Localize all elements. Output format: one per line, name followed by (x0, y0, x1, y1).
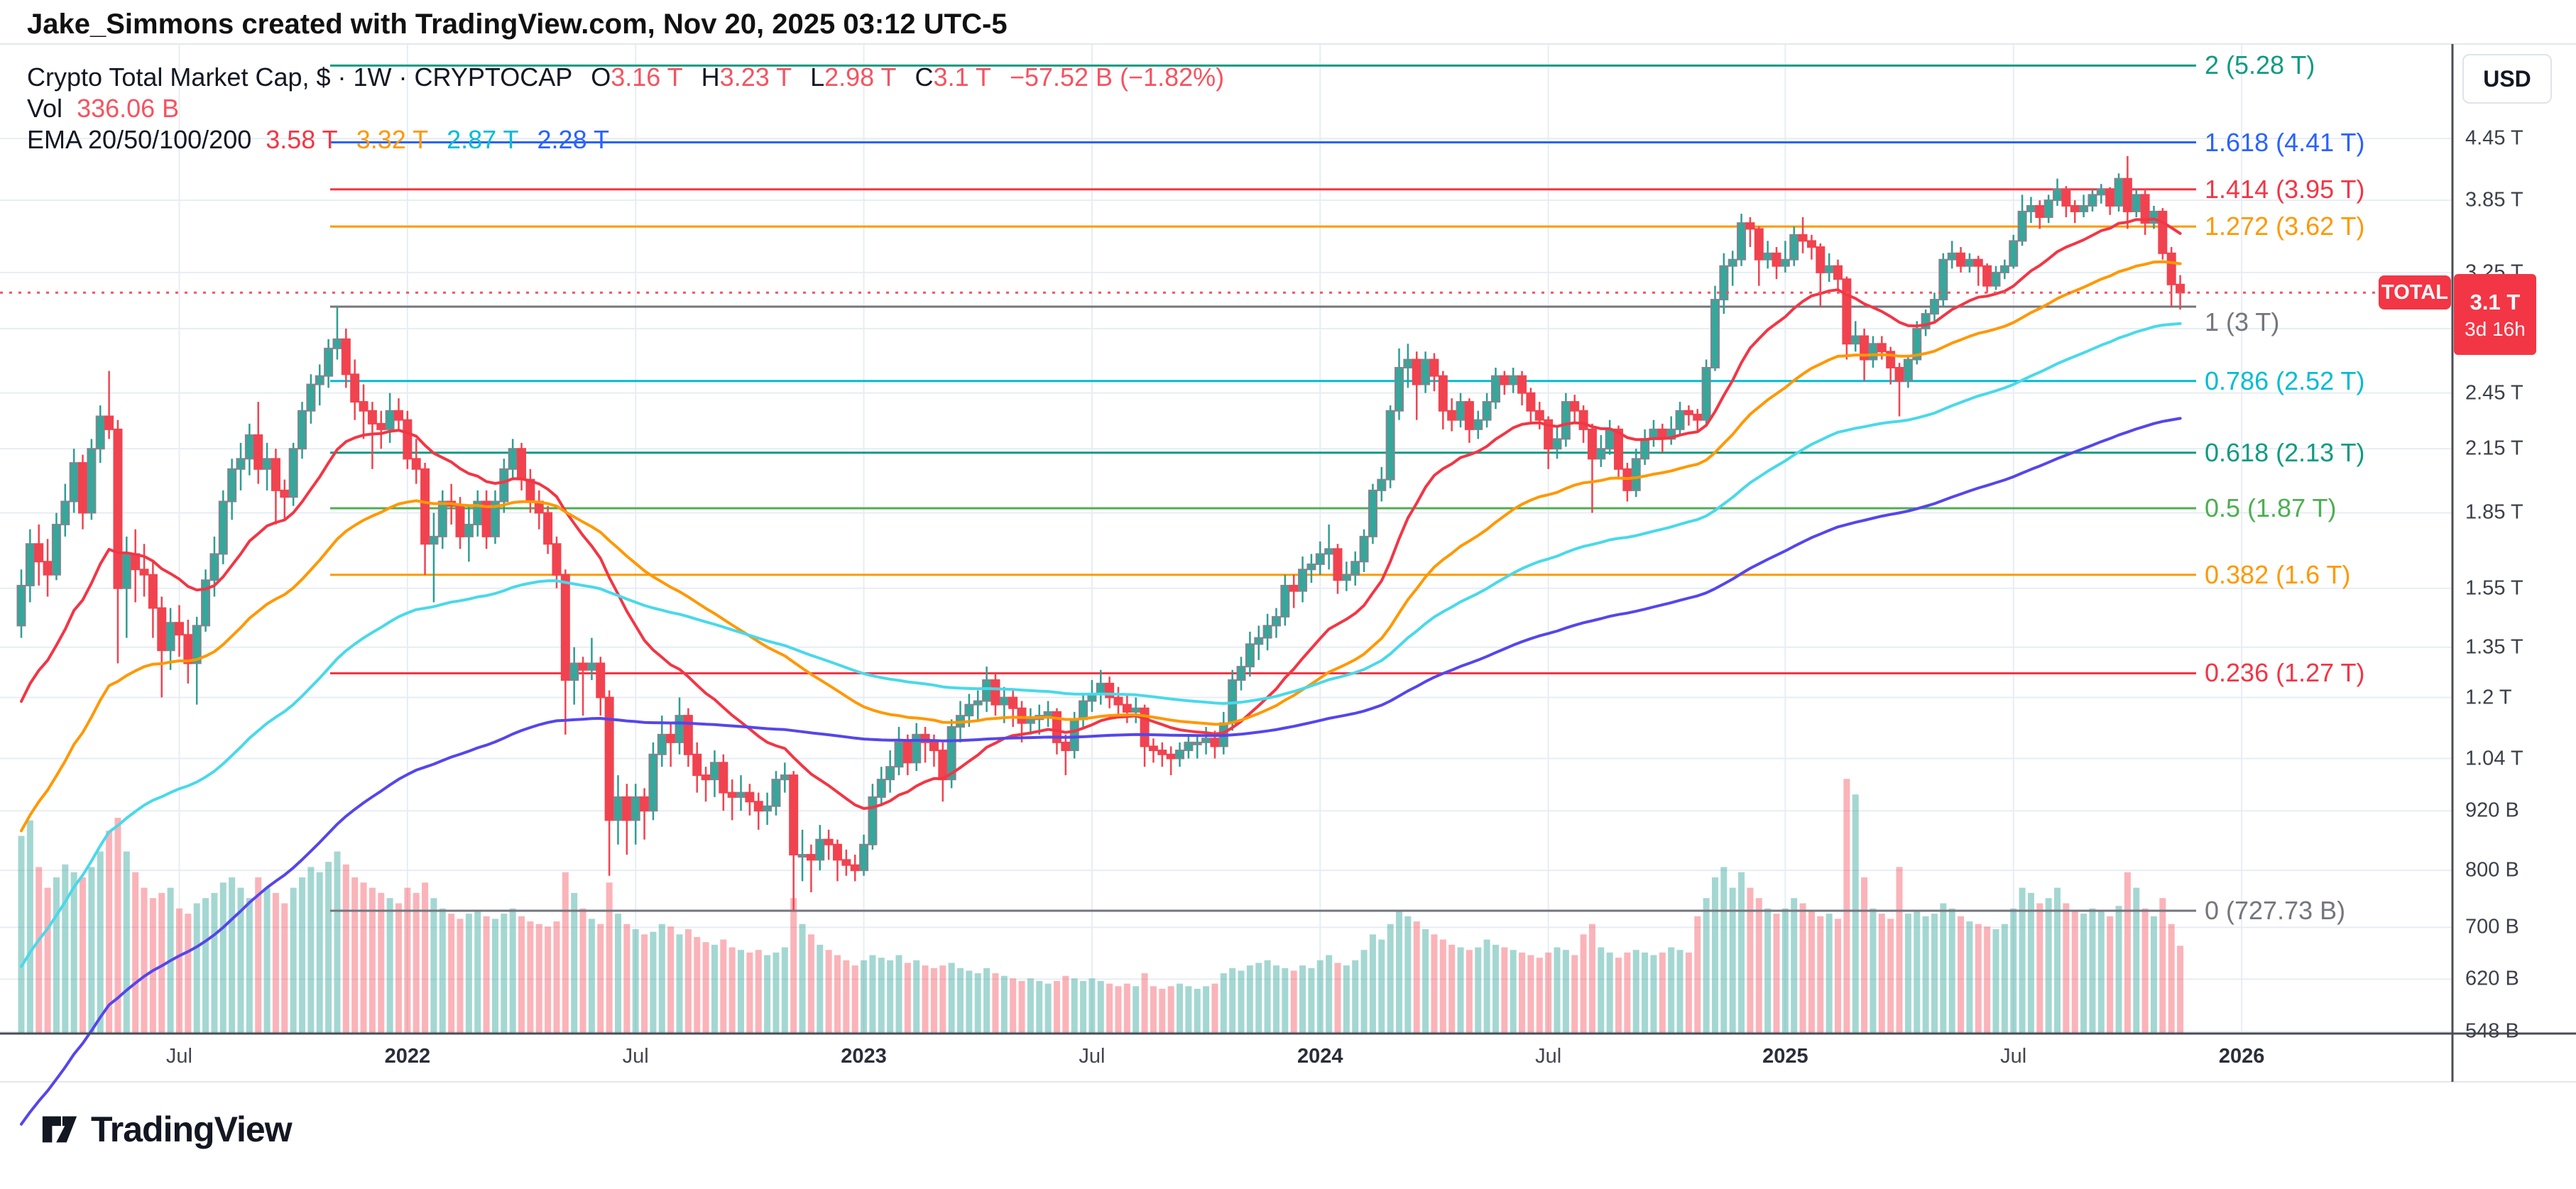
volume-label: Vol (27, 94, 63, 123)
fib-level-label: 0.5 (1.87 T) (2205, 493, 2337, 522)
ema-value: 3.58 T (266, 125, 338, 154)
ema-value: 3.32 T (356, 125, 429, 154)
ohlc-letter: C (915, 62, 934, 92)
ema-label: EMA 20/50/100/200 (27, 125, 252, 154)
fib-level-label: 1 (3 T) (2205, 307, 2280, 336)
last-price-axis-label: 3.1 T 3d 16h (2454, 274, 2536, 355)
axis-separators (0, 44, 2576, 1082)
price-tick-label: 620 B (2465, 967, 2519, 990)
time-tick-label: Jul (1535, 1045, 1562, 1068)
price-tick-label: 4.45 T (2465, 126, 2523, 150)
ohlc-value: 3.1 T (933, 62, 991, 92)
price-tick-label: 1.85 T (2465, 500, 2523, 524)
ema-100-line (20, 322, 2182, 968)
symbol-title[interactable]: Crypto Total Market Cap, $ · 1W · CRYPTO… (27, 62, 573, 92)
fib-level-label: 0.618 (2.13 T) (2205, 437, 2365, 467)
legend-symbol-row[interactable]: Crypto Total Market Cap, $ · 1W · CRYPTO… (27, 62, 1224, 92)
ohlc-letter: L (810, 62, 825, 92)
price-tick-label: 2.15 T (2465, 437, 2523, 460)
time-tick-label: Jul (2000, 1045, 2027, 1068)
legend-volume-row: Vol 336.06 B (27, 94, 179, 124)
fib-level-label: 1.618 (4.41 T) (2205, 127, 2365, 157)
ema-lines (20, 217, 2182, 1126)
fib-level-label: 1.272 (3.62 T) (2205, 212, 2365, 241)
change-value: −57.52 B (−1.82%) (1009, 62, 1225, 92)
price-tick-label: 548 B (2465, 1019, 2519, 1043)
price-tick-label: 1.55 T (2465, 576, 2523, 600)
grid-lines (0, 43, 2576, 1083)
tradingview-logo[interactable]: TradingView (40, 1109, 293, 1150)
fib-level-label: 0.382 (1.6 T) (2205, 559, 2351, 589)
bar-countdown: 3d 16h (2465, 318, 2526, 341)
legend-ema-row: EMA 20/50/100/200 3.58 T 3.32 T 2.87 T 2.28… (27, 125, 628, 155)
price-tick-label: 800 B (2465, 858, 2519, 882)
time-tick-label: 2025 (1762, 1045, 1808, 1068)
fib-level-label: 0 (727.73 B) (2205, 896, 2346, 926)
symbol-price-flag: TOTAL (2379, 275, 2451, 309)
price-tick-label: 1.2 T (2465, 686, 2512, 709)
ohlc-values: O3.16 T H3.23 T L2.98 T C3.1 T (591, 62, 1010, 92)
ohlc-value: 3.23 T (719, 62, 792, 92)
ema-value: 2.87 T (447, 125, 519, 154)
price-tick-label: 700 B (2465, 915, 2519, 938)
price-tick-label: 2.45 T (2465, 381, 2523, 405)
fib-retracement-lines (330, 64, 2196, 912)
tradingview-logo-icon (42, 1116, 77, 1143)
fib-level-label: 2 (5.28 T) (2205, 50, 2315, 80)
tradingview-logo-text: TradingView (91, 1109, 293, 1149)
ema-50-line (20, 260, 2182, 833)
price-tick-label: 3.85 T (2465, 188, 2523, 212)
volume-bars (18, 779, 2184, 1033)
candles (16, 155, 2185, 911)
time-tick-label: 2026 (2218, 1045, 2265, 1068)
currency-toggle-button[interactable]: USD (2462, 54, 2552, 104)
ema-values: 3.58 T 3.32 T 2.87 T 2.28 T (266, 125, 628, 154)
time-tick-label: Jul (165, 1045, 193, 1068)
fib-level-label: 1.414 (3.95 T) (2205, 174, 2365, 204)
ohlc-value: 2.98 T (824, 62, 897, 92)
price-tick-label: 920 B (2465, 799, 2519, 822)
watermark-attribution: Jake_Simmons created with TradingView.co… (27, 9, 1008, 40)
price-tick-label: 1.04 T (2465, 747, 2523, 770)
time-tick-label: Jul (1079, 1045, 1106, 1068)
ohlc-letter: H (701, 62, 720, 92)
price-tick-label: 1.35 T (2465, 635, 2523, 659)
time-tick-label: Jul (622, 1045, 649, 1068)
last-price-value: 3.1 T (2469, 290, 2521, 315)
volume-value: 336.06 B (77, 94, 180, 123)
time-tick-label: 2022 (384, 1045, 431, 1068)
ema-value: 2.28 T (537, 125, 609, 154)
fib-level-label: 0.786 (2.52 T) (2205, 366, 2365, 395)
ema-200-line (20, 417, 2182, 1126)
ohlc-letter: O (591, 62, 611, 92)
ohlc-value: 3.16 T (611, 62, 683, 92)
time-tick-label: 2024 (1297, 1045, 1343, 1068)
time-tick-label: 2023 (841, 1045, 887, 1068)
fib-level-label: 0.236 (1.27 T) (2205, 658, 2365, 688)
